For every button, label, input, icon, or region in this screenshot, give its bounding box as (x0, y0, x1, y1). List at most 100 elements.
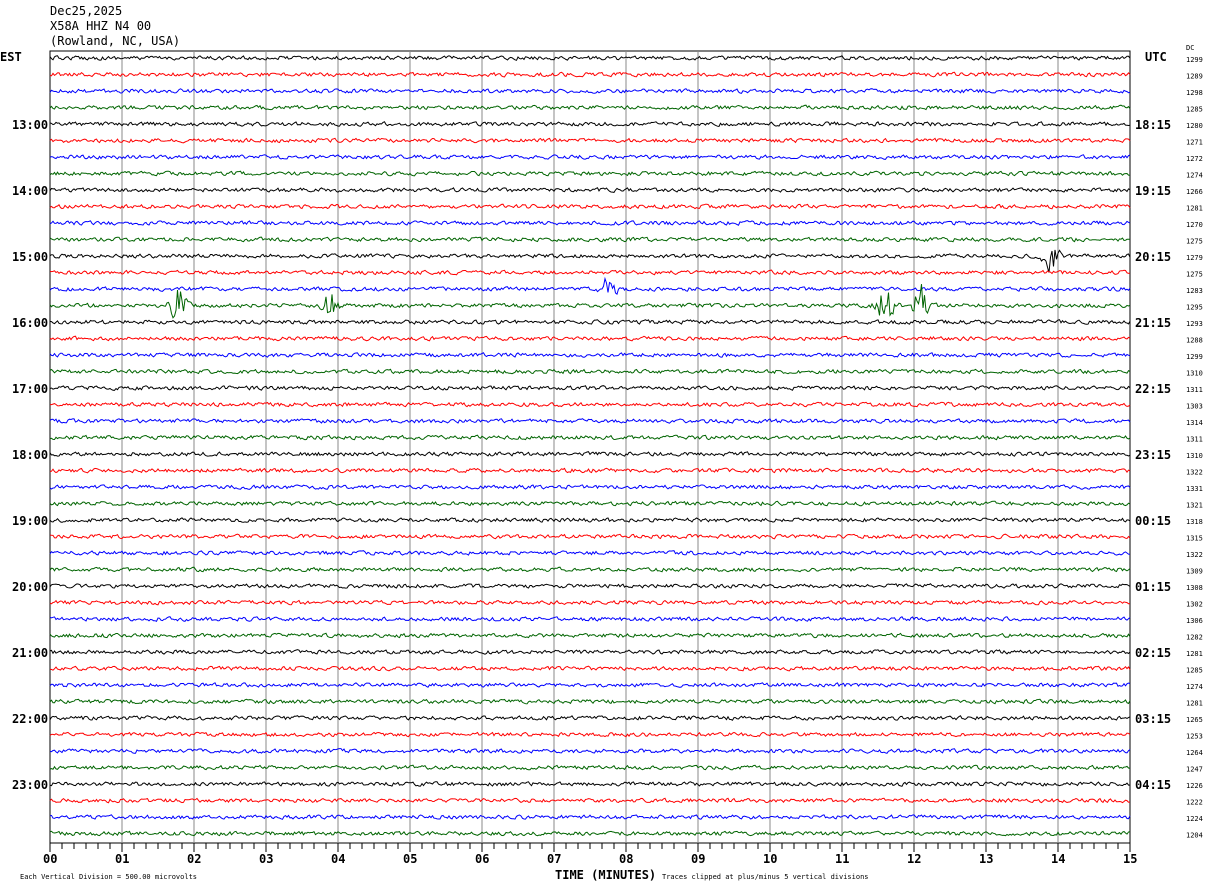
trace-29 (49, 533, 1131, 540)
trace-39 (49, 698, 1131, 705)
trace-28 (49, 517, 1131, 523)
trace-6 (49, 154, 1131, 160)
est-hour-label: 13:00 (12, 118, 48, 132)
est-hour-label: 17:00 (12, 382, 48, 396)
x-tick-label: 06 (475, 852, 489, 866)
dc-offset-label: 1247 (1186, 766, 1203, 774)
trace-25 (49, 467, 1131, 474)
trace-17 (49, 335, 1131, 342)
dc-offset-label: 1285 (1186, 106, 1203, 114)
utc-hour-label: 19:15 (1135, 184, 1171, 198)
dc-offset-label: 1253 (1186, 733, 1203, 741)
dc-offset-label: 1288 (1186, 337, 1203, 345)
dc-offset-label: 1299 (1186, 56, 1203, 64)
date-label: Dec25,2025 (50, 4, 123, 18)
trace-46 (49, 814, 1131, 820)
location-label: (Rowland, NC, USA) (50, 34, 181, 48)
scale-note: Each Vertical Division = 500.00 microvol… (20, 873, 197, 881)
dc-offset-label: 1275 (1186, 271, 1203, 279)
utc-hour-label: 21:15 (1135, 316, 1171, 330)
dc-offset-label: 1279 (1186, 254, 1203, 262)
dc-offset-label: 1224 (1186, 815, 1203, 823)
x-axis-title: TIME (MINUTES) (555, 868, 656, 882)
utc-hour-label: 23:15 (1135, 448, 1171, 462)
dc-offset-label: 1299 (1186, 353, 1203, 361)
trace-40 (49, 715, 1131, 721)
dc-offset-label: 1295 (1186, 304, 1203, 312)
est-hour-label: 18:00 (12, 448, 48, 462)
dc-offset-label: 1270 (1186, 221, 1203, 229)
plot-frame (49, 50, 1131, 844)
utc-hour-label: 01:15 (1135, 580, 1171, 594)
trace-41 (49, 731, 1131, 738)
trace-10 (49, 220, 1131, 226)
trace-5 (49, 137, 1131, 144)
trace-32 (49, 583, 1131, 589)
trace-9 (49, 203, 1131, 210)
dc-offset-label: 1331 (1186, 485, 1203, 493)
trace-26 (49, 484, 1131, 490)
dc-offset-label: 1280 (1186, 122, 1203, 130)
dc-offset-label: 1306 (1186, 617, 1203, 625)
dc-label: DC (1186, 44, 1194, 52)
trace-47 (49, 830, 1131, 837)
trace-12 (49, 249, 1131, 273)
trace-0 (49, 55, 1131, 61)
utc-hour-label: 03:15 (1135, 712, 1171, 726)
trace-4 (49, 121, 1131, 127)
dc-offset-label: 1314 (1186, 419, 1203, 427)
dc-offset-label: 1302 (1186, 601, 1203, 609)
dc-offset-label: 1275 (1186, 238, 1203, 246)
dc-offset-label: 1272 (1186, 155, 1203, 163)
trace-24 (49, 451, 1131, 457)
x-tick-label: 01 (115, 852, 129, 866)
trace-2 (49, 88, 1131, 94)
x-tick-label: 02 (187, 852, 201, 866)
trace-31 (49, 566, 1131, 573)
trace-11 (49, 236, 1130, 243)
dc-offset-label: 1274 (1186, 172, 1203, 180)
trace-44 (49, 781, 1130, 787)
utc-hour-label: 02:15 (1135, 646, 1171, 660)
trace-37 (49, 665, 1131, 672)
x-tick-label: 09 (691, 852, 705, 866)
x-tick-label: 12 (907, 852, 921, 866)
dc-offset-label: 1282 (1186, 634, 1203, 642)
trace-27 (49, 500, 1131, 507)
dc-offset-label: 1315 (1186, 535, 1203, 543)
trace-34 (49, 616, 1131, 622)
dc-offset-label: 1289 (1186, 73, 1203, 81)
dc-offset-label: 1311 (1186, 436, 1203, 444)
station-label: X58A HHZ N4 00 (50, 19, 152, 33)
trace-16 (49, 319, 1131, 325)
dc-offset-label: 1283 (1186, 287, 1203, 295)
est-hour-label: 16:00 (12, 316, 48, 330)
dc-offset-label: 1264 (1186, 749, 1203, 757)
trace-7 (49, 170, 1131, 177)
dc-offset-label: 1310 (1186, 452, 1203, 460)
dc-offset-label: 1322 (1186, 551, 1203, 559)
dc-offset-label: 1281 (1186, 650, 1203, 658)
est-hour-label: 15:00 (12, 250, 48, 264)
dc-offset-label: 1281 (1186, 700, 1203, 708)
x-tick-label: 08 (619, 852, 633, 866)
dc-offset-label: 1274 (1186, 683, 1203, 691)
est-hour-label: 21:00 (12, 646, 48, 660)
est-hour-label: 14:00 (12, 184, 48, 198)
trace-35 (49, 632, 1131, 639)
dc-offset-label: 1271 (1186, 139, 1203, 147)
trace-3 (49, 104, 1131, 111)
trace-30 (49, 550, 1131, 556)
dc-offset-label: 1310 (1186, 370, 1203, 378)
clip-note: Traces clipped at plus/minus 5 vertical … (662, 873, 869, 881)
trace-43 (49, 764, 1131, 771)
dc-offset-label: 1204 (1186, 832, 1203, 840)
x-tick-label: 14 (1051, 852, 1065, 866)
utc-label: UTC (1145, 50, 1167, 64)
est-label: EST (0, 50, 22, 64)
trace-42 (49, 748, 1131, 754)
dc-offset-label: 1318 (1186, 518, 1203, 526)
trace-33 (49, 599, 1131, 606)
trace-13 (49, 269, 1131, 276)
